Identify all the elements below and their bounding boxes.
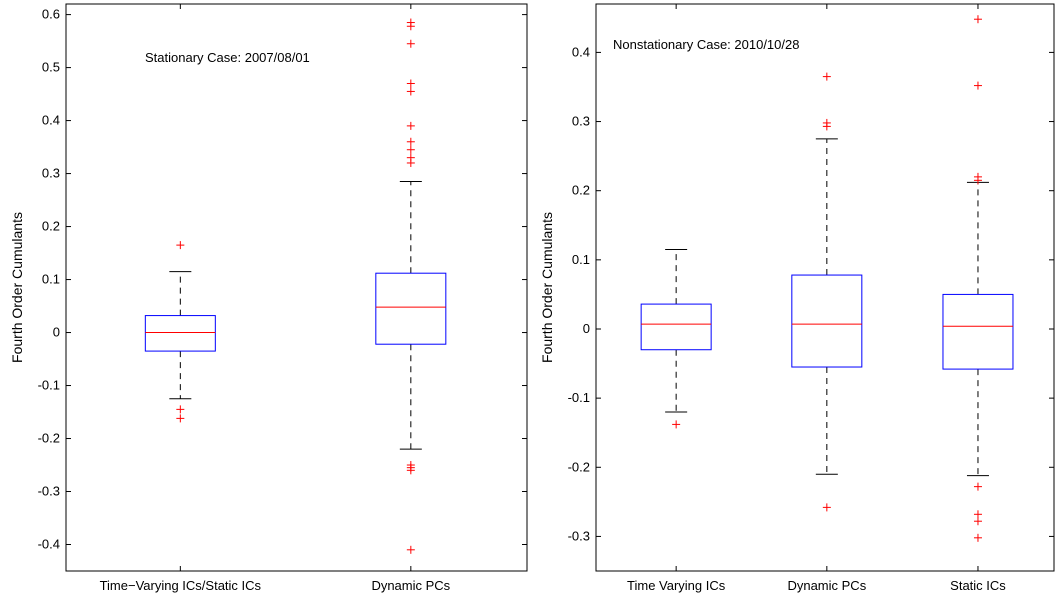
iqr-box <box>375 272 447 345</box>
outlier-point <box>406 121 415 130</box>
outlier-point <box>176 405 185 414</box>
case-annotation: Nonstationary Case: 2010/10/28 <box>613 37 799 52</box>
outlier-point <box>406 145 415 154</box>
outlier-point <box>973 517 982 526</box>
y-tick-label: 0.1 <box>42 272 60 287</box>
outlier-point <box>973 81 982 90</box>
outlier-point <box>822 503 831 512</box>
x-category-label: Time−Varying ICs/Static ICs <box>100 578 262 593</box>
y-tick-label: 0.4 <box>42 113 60 128</box>
y-tick-label: 0.3 <box>572 114 590 129</box>
y-tick-label: 0 <box>583 321 590 336</box>
outlier-point <box>973 176 982 185</box>
y-tick-label: -0.1 <box>38 378 60 393</box>
x-category-label: Time Varying ICs <box>627 578 726 593</box>
y-tick-label: 0 <box>53 325 60 340</box>
box-group <box>640 248 712 429</box>
iqr-box <box>942 293 1014 370</box>
iqr-box <box>640 303 712 351</box>
x-category-label: Dynamic PCs <box>787 578 866 593</box>
iqr-box <box>144 315 216 352</box>
y-tick-label: -0.4 <box>38 537 60 552</box>
outlier-point <box>176 241 185 250</box>
x-category-label: Dynamic PCs <box>371 578 450 593</box>
y-tick-label: 0.2 <box>572 183 590 198</box>
outlier-point <box>406 158 415 167</box>
boxplot-panel-2: -0.3 -0.2 -0.1 0 0.1 0.2 0.3 0.4 Time Varying IC… <box>539 3 1055 593</box>
outlier-point <box>973 533 982 542</box>
box-group <box>791 72 863 512</box>
outlier-point <box>406 87 415 96</box>
outlier-point <box>176 414 185 423</box>
y-tick-label: 0.4 <box>572 44 590 59</box>
y-tick-label: -0.3 <box>568 528 590 543</box>
box-group <box>942 15 1014 542</box>
outlier-point <box>406 79 415 88</box>
y-tick-label: -0.3 <box>38 484 60 499</box>
y-axis-title: Fourth Order Cumulants <box>539 212 555 363</box>
outlier-point <box>822 72 831 81</box>
y-tick-label: -0.1 <box>568 390 590 405</box>
y-tick-label: 0.6 <box>42 7 60 22</box>
outlier-point <box>672 420 681 429</box>
x-category-label: Static ICs <box>950 578 1006 593</box>
outlier-point <box>406 137 415 146</box>
outlier-point <box>973 510 982 519</box>
y-tick-label: 0.5 <box>42 60 60 75</box>
y-tick-label: -0.2 <box>38 431 60 446</box>
outlier-point <box>406 466 415 475</box>
y-tick-label: -0.2 <box>568 459 590 474</box>
box-group <box>144 241 216 423</box>
y-tick-label: 0.1 <box>572 252 590 267</box>
iqr-box <box>791 274 863 368</box>
case-annotation: Stationary Case: 2007/08/01 <box>145 50 310 65</box>
plot-frame <box>65 3 528 572</box>
box-group <box>375 18 447 554</box>
y-axis-title: Fourth Order Cumulants <box>9 212 25 363</box>
plot-frame <box>595 3 1055 572</box>
boxplot-panel-1: -0.4 -0.3 -0.2 -0.1 0 0.1 0.2 0.3 0.4 0.5 0.6 Time−… <box>9 3 528 593</box>
y-tick-label: 0.2 <box>42 219 60 234</box>
outlier-point <box>973 15 982 24</box>
y-tick-label: 0.3 <box>42 166 60 181</box>
outlier-point <box>973 482 982 491</box>
outlier-point <box>822 122 831 131</box>
outlier-point <box>406 545 415 554</box>
outlier-point <box>406 39 415 48</box>
outlier-point <box>406 22 415 31</box>
